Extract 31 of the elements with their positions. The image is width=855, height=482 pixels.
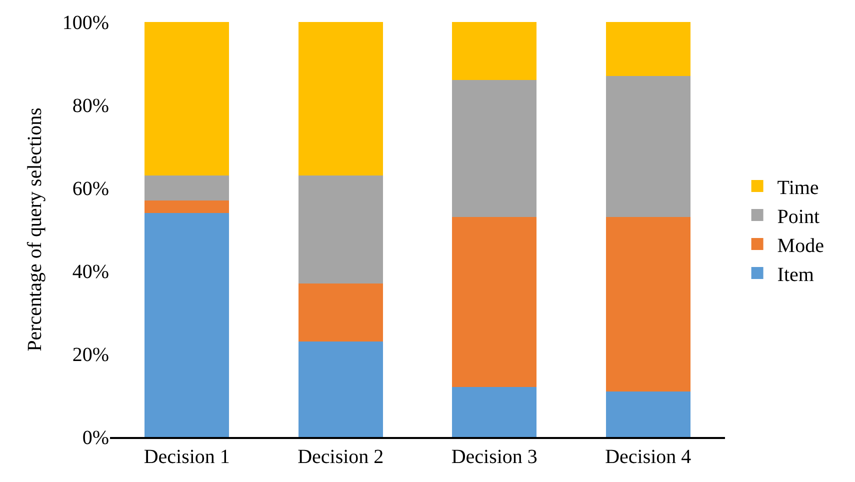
x-tick-label: Decision 3 [451, 446, 538, 468]
x-tick-label: Decision 2 [298, 446, 384, 468]
y-tick-label: 100% [62, 12, 109, 34]
bar [144, 212, 230, 437]
bar [452, 387, 537, 437]
legend-label: Time [777, 176, 819, 199]
y-tick-label: 0% [82, 427, 109, 449]
bar [452, 217, 537, 388]
x-tick-label: Decision 4 [605, 446, 692, 468]
legend-label: Point [777, 206, 820, 228]
bar [452, 22, 537, 80]
y-axis-title: Percentage of query selections [24, 107, 46, 352]
bar [606, 22, 690, 76]
x-tick-label: Decision 1 [144, 446, 230, 468]
bar [606, 217, 690, 392]
bar [298, 342, 383, 437]
legend-label: Item [777, 264, 814, 286]
bar [144, 200, 230, 213]
bar [606, 76, 690, 218]
bar [144, 176, 230, 200]
legend-label: Mode [777, 234, 824, 257]
y-tick-label: 60% [72, 178, 109, 200]
y-tick-label: 40% [72, 261, 109, 283]
bar [298, 283, 383, 342]
y-tick-label: 80% [72, 95, 109, 117]
bar [298, 22, 383, 176]
bar [606, 391, 690, 437]
bar [452, 80, 537, 218]
bar [144, 22, 230, 176]
bar [298, 176, 383, 284]
y-tick-label: 20% [72, 344, 109, 366]
